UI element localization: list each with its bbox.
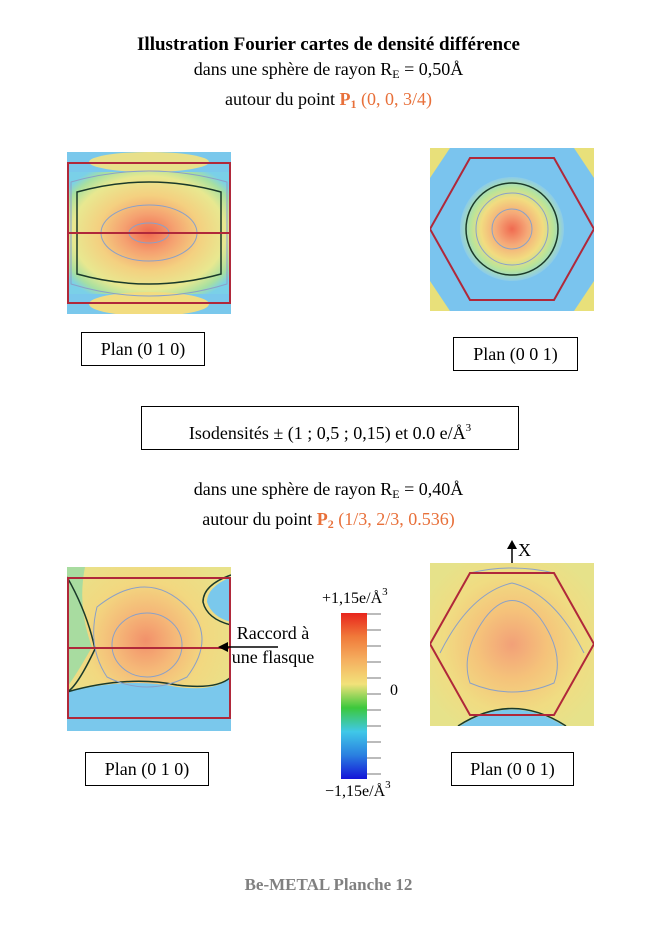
header: Illustration Fourier cartes de densité d… (0, 33, 657, 117)
header-point-text: autour du point (225, 89, 340, 109)
scale-bottom-sup: 3 (385, 779, 391, 791)
header-sphere-line: dans une sphère de rayon RE = 0,50Å (0, 57, 657, 87)
callout-flange: Raccord à une flasque (218, 621, 328, 669)
label-top-plan-010: Plan (0 1 0) (81, 332, 205, 366)
middle-point-letter: P (316, 509, 328, 529)
color-scale-ticks (367, 613, 381, 775)
isodensity-sup: 3 (465, 422, 472, 434)
scale-top-sup: 3 (382, 586, 388, 598)
callout-line1: Raccord à (236, 623, 310, 643)
scale-bottom-text: −1,15e/Å (325, 783, 386, 800)
middle-sphere-value: = 0,40Å (399, 479, 464, 499)
x-axis-label: X (518, 540, 531, 560)
map-p2-plan-001 (430, 563, 594, 726)
middle-sphere-sub: E (392, 487, 400, 501)
label-bottom-plan-001: Plan (0 0 1) (451, 752, 574, 786)
header-point-line: autour du point P1 (0, 0, 3/4) (0, 87, 657, 117)
callout-line2: une flasque (231, 647, 315, 667)
footer-caption: Be-METAL Planche 12 (244, 875, 413, 894)
middle-point-coords: (1/3, 2/3, 0.536) (333, 509, 455, 529)
scale-bottom-label: −1,15e/Å3 (325, 779, 391, 801)
header-sphere-text: dans une sphère de rayon R (193, 59, 393, 79)
header-point-letter: P (339, 89, 351, 109)
isodensity-text: Isodensités ± (1 ; 0,5 ; 0,15) et 0.0 e/… (188, 423, 466, 443)
callout-arrow-icon (218, 642, 278, 652)
header-point-coords: (0, 0, 3/4) (356, 89, 432, 109)
middle-point-name: P2 (316, 509, 334, 531)
middle-caption: dans une sphère de rayon RE = 0,40Å auto… (0, 477, 657, 537)
scale-zero-label: 0 (390, 682, 398, 699)
color-scale-gradient (341, 613, 367, 779)
middle-sphere-line: dans une sphère de rayon RE = 0,40Å (0, 477, 657, 507)
header-point-sub: 1 (350, 97, 357, 111)
middle-point-line: autour du point P2 (1/3, 2/3, 0.536) (0, 507, 657, 537)
header-sphere-sub: E (392, 67, 400, 81)
map-p2-plan-010 (67, 567, 231, 731)
middle-sphere-text: dans une sphère de rayon R (193, 479, 393, 499)
middle-point-text: autour du point (202, 509, 317, 529)
header-sphere-value: = 0,50Å (399, 59, 464, 79)
map-p1-plan-010 (67, 152, 231, 314)
page-title: Illustration Fourier cartes de densité d… (137, 34, 520, 55)
middle-point-sub: 2 (327, 517, 334, 531)
color-scale-bar (341, 613, 367, 779)
header-point-name: P1 (339, 89, 357, 111)
map-p1-plan-001 (430, 148, 594, 311)
scale-top-text: +1,15e/Å (322, 590, 383, 607)
label-bottom-plan-010: Plan (0 1 0) (85, 752, 209, 786)
label-top-plan-001: Plan (0 0 1) (453, 337, 578, 371)
isodensity-legend: Isodensités ± (1 ; 0,5 ; 0,15) et 0.0 e/… (141, 406, 519, 450)
scale-top-label: +1,15e/Å3 (322, 586, 388, 608)
